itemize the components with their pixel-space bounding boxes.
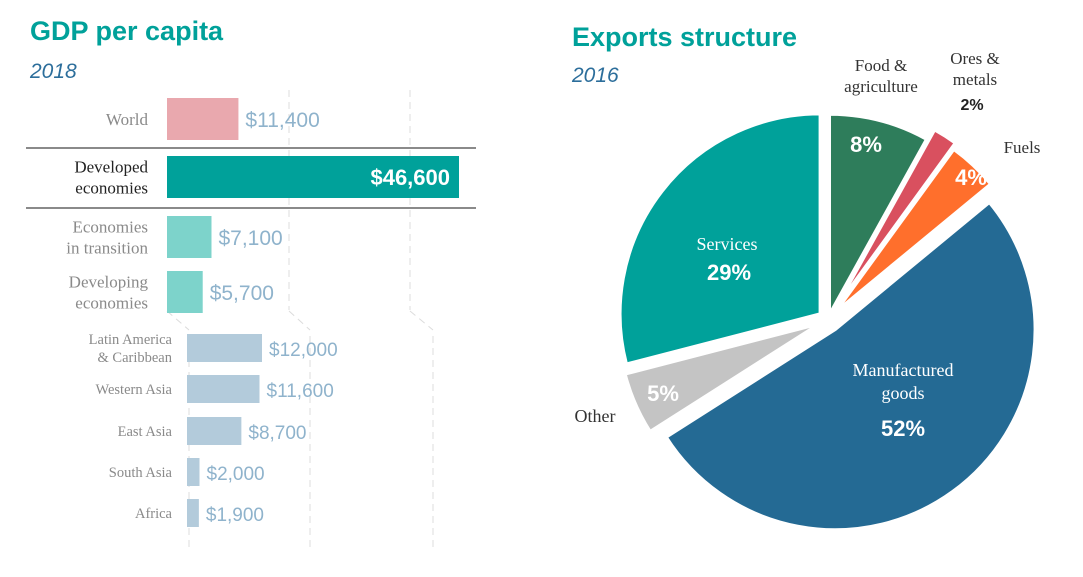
bar [187, 375, 260, 403]
pie-category-label: Fuels [1004, 138, 1041, 157]
bar-value-label: $2,000 [207, 464, 265, 485]
pie-value-label: 5% [647, 381, 679, 406]
bar-category-label: Economies in transition [66, 217, 148, 257]
bar-value-label: $1,900 [206, 505, 264, 526]
bar-value-label: $12,000 [269, 340, 338, 361]
bar-category-label: Latin America & Caribbean [89, 332, 173, 366]
pie-category-label: Manufactured goods [853, 360, 954, 403]
pie-value-label: 29% [707, 260, 751, 285]
bar [167, 216, 212, 258]
pie-slice [828, 112, 929, 320]
pie-slice [618, 112, 822, 366]
pie-category-label: Food & agriculture [844, 56, 918, 96]
bar-category-label: Developed economies [74, 157, 148, 197]
bar [187, 334, 262, 362]
gdp-chart-title: GDP per capita [30, 16, 224, 46]
gridline-connector [166, 310, 190, 331]
bar-value-label: $11,400 [245, 109, 319, 132]
bar-category-label: South Asia [109, 465, 173, 481]
bar [187, 417, 242, 445]
pie-value-label: 8% [850, 132, 882, 157]
bar-category-label: Western Asia [95, 382, 172, 398]
bar-value-label: $7,100 [218, 227, 282, 250]
bar-category-label: Developing economies [69, 272, 149, 312]
pie-slice [836, 127, 958, 306]
pie-category-label: Other [575, 406, 616, 426]
bar-value-label: $11,600 [267, 381, 334, 402]
gridline-connector [288, 310, 311, 331]
exports-chart-title: Exports structure [572, 22, 798, 52]
bar-category-label: World [106, 110, 149, 129]
pie-category-label: Services [697, 234, 758, 254]
bar [187, 499, 199, 527]
pie-value-label: 4% [955, 165, 987, 190]
pie-slice [664, 200, 1037, 532]
pie-slice [835, 147, 993, 313]
gdp-chart-year: 2018 [30, 60, 77, 83]
bar [167, 156, 459, 198]
bar-value-label: $5,700 [210, 282, 274, 305]
pie-slice [623, 322, 820, 434]
bar-value-label: $8,700 [248, 423, 306, 444]
gridline-connector [409, 310, 434, 331]
pie-value-label: 2% [960, 97, 983, 114]
pie-category-label: Ores & metals [950, 49, 1000, 89]
pie-value-label: 52% [881, 416, 925, 441]
bar [167, 271, 203, 313]
bar [187, 458, 200, 486]
exports-chart-year: 2016 [572, 64, 619, 87]
bar-category-label: Africa [135, 506, 173, 522]
bar-category-label: East Asia [118, 424, 173, 440]
bar-value-label: $46,600 [370, 165, 450, 190]
bar [167, 98, 239, 140]
